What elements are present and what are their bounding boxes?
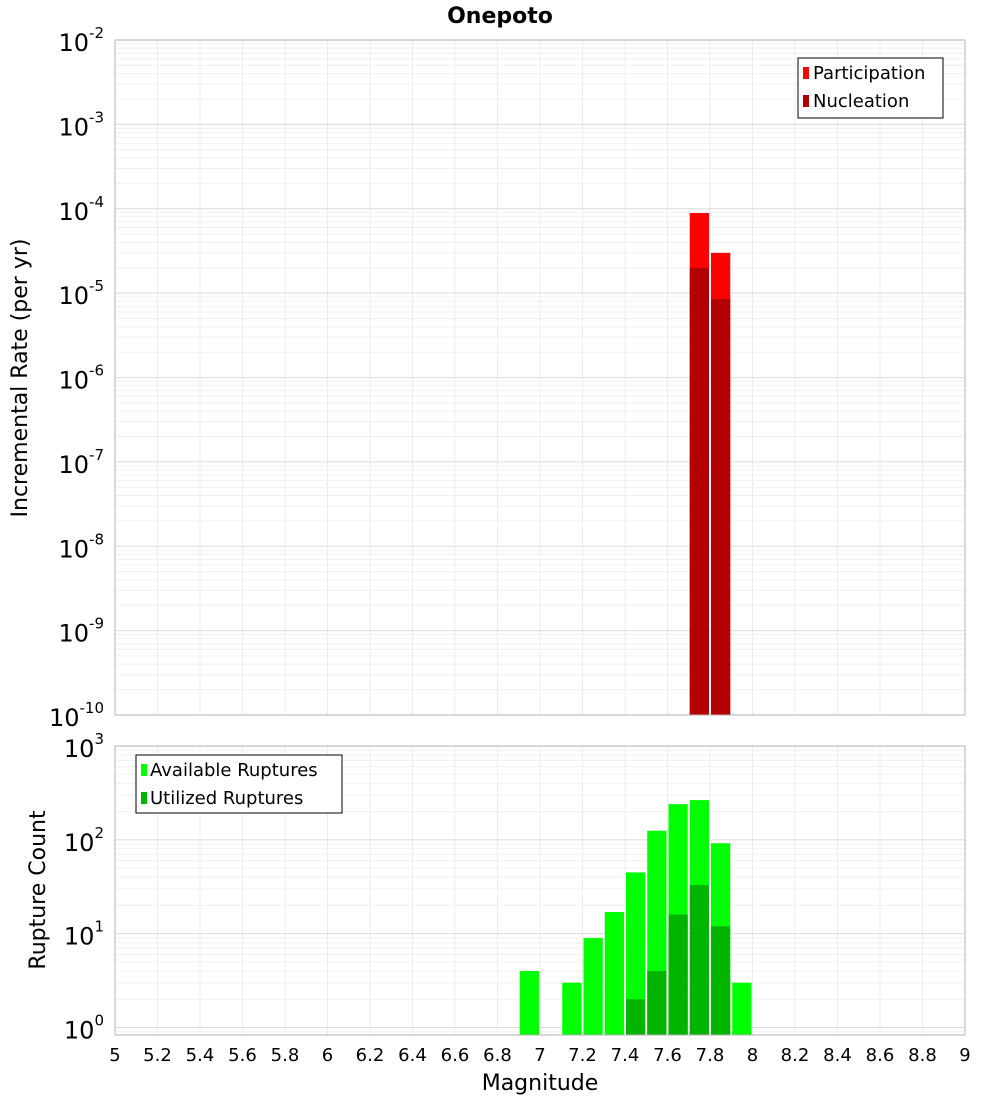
available-ruptures-legend-swatch: [141, 764, 147, 776]
y-tick-label: 10-6: [58, 362, 104, 395]
rate-legend: Participation Nucleation: [797, 57, 944, 119]
x-tick-label: 6: [322, 1045, 333, 1066]
count-bar-available-ruptures: [604, 912, 624, 1035]
rate-panel: Onepoto 10-2 10-3 10-4 10-5 10-6 10-7 10-8 10-9…: [8, 4, 966, 732]
count-bar-utilized-ruptures: [711, 926, 731, 1035]
x-tick-label: 9: [959, 1045, 970, 1066]
x-tick-label: 5.4: [186, 1045, 215, 1066]
x-tick-label: 8.2: [781, 1045, 810, 1066]
y-tick-label: 100: [64, 1011, 104, 1044]
x-tick-label: 7.8: [696, 1045, 725, 1066]
y-tick-label: 10-5: [58, 277, 104, 310]
count-bar-utilized-ruptures: [626, 999, 646, 1035]
x-tick-label: 5: [109, 1045, 120, 1066]
count-bar-available-ruptures: [583, 937, 603, 1035]
y-tick-label: 10-7: [58, 446, 104, 479]
count-y-axis-label: Rupture Count: [26, 810, 51, 970]
participation-legend-swatch: [803, 67, 809, 79]
count-bar-available-ruptures: [562, 982, 582, 1035]
x-axis-label: Magnitude: [482, 1071, 599, 1096]
rate-plot-border: [114, 39, 966, 716]
rate-legend-box: [797, 57, 944, 119]
participation-legend-label: Participation: [813, 63, 925, 84]
x-tick-label: 8.6: [866, 1045, 895, 1066]
x-tick-label: 7.2: [568, 1045, 597, 1066]
count-bar-available-ruptures: [626, 872, 646, 1035]
x-tick-label: 6.2: [356, 1045, 385, 1066]
count-bars: [519, 800, 752, 1035]
utilized-ruptures-legend-swatch: [141, 792, 147, 804]
count-legend: Available Ruptures Utilized Ruptures: [135, 754, 343, 814]
x-tick-label: 7: [534, 1045, 545, 1066]
y-tick-label: 102: [64, 824, 104, 857]
x-tick-label: 8.4: [823, 1045, 852, 1066]
rate-y-tick-labels: 10-2 10-3 10-4 10-5 10-6 10-7 10-8 10-9 10-10: [49, 24, 104, 732]
rate-bar-nucleation: [689, 267, 709, 715]
nucleation-legend-label: Nucleation: [813, 91, 909, 112]
x-tick-label: 5.8: [271, 1045, 300, 1066]
nucleation-legend-swatch: [803, 95, 809, 107]
count-y-tick-labels: 103 102 101 100: [64, 730, 104, 1044]
x-tick-label: 6.6: [441, 1045, 470, 1066]
count-plot-border: [114, 745, 966, 1036]
rate-bars: [689, 213, 731, 716]
rate-bar-nucleation: [711, 299, 731, 715]
y-tick-label: 10-8: [58, 530, 104, 563]
count-bar-utilized-ruptures: [689, 885, 709, 1035]
y-tick-label: 103: [64, 730, 104, 763]
count-bar-available-ruptures: [732, 982, 752, 1035]
x-tick-label: 6.8: [483, 1045, 512, 1066]
chart-title: Onepoto: [447, 4, 553, 29]
count-bar-utilized-ruptures: [647, 971, 667, 1035]
x-tick-label: 5.2: [143, 1045, 172, 1066]
available-ruptures-legend-label: Available Ruptures: [150, 760, 318, 781]
count-bar-utilized-ruptures: [668, 914, 688, 1035]
x-tick-label: 7.4: [611, 1045, 640, 1066]
rate-gridlines: [114, 40, 966, 716]
count-gridlines: [114, 746, 966, 1035]
y-tick-label: 101: [64, 918, 104, 951]
count-bar-available-ruptures: [519, 971, 539, 1035]
y-tick-label: 10-3: [58, 108, 104, 141]
x-tick-label: 5.6: [228, 1045, 257, 1066]
count-x-tick-labels: 5 5.2 5.4 5.6 5.8 6 6.2 6.4 6.6 6.8 7 7.2 7.4 7.6 7.8 8…: [109, 1045, 970, 1066]
count-panel: 103 102 101 100 5 5.2 5.4 5.6 5.8 6 6.2 6.4 6.6 6.8 7…: [26, 730, 971, 1096]
x-tick-label: 8: [747, 1045, 758, 1066]
rate-y-axis-label: Incremental Rate (per yr): [8, 239, 33, 518]
y-tick-label: 10-4: [58, 193, 104, 226]
count-legend-box: [135, 754, 343, 814]
utilized-ruptures-legend-label: Utilized Ruptures: [150, 788, 303, 809]
y-tick-label: 10-10: [49, 699, 104, 732]
y-tick-label: 10-2: [58, 24, 104, 57]
x-tick-label: 6.4: [398, 1045, 427, 1066]
y-tick-label: 10-9: [58, 615, 104, 648]
x-tick-label: 7.6: [653, 1045, 682, 1066]
x-tick-label: 8.8: [908, 1045, 937, 1066]
